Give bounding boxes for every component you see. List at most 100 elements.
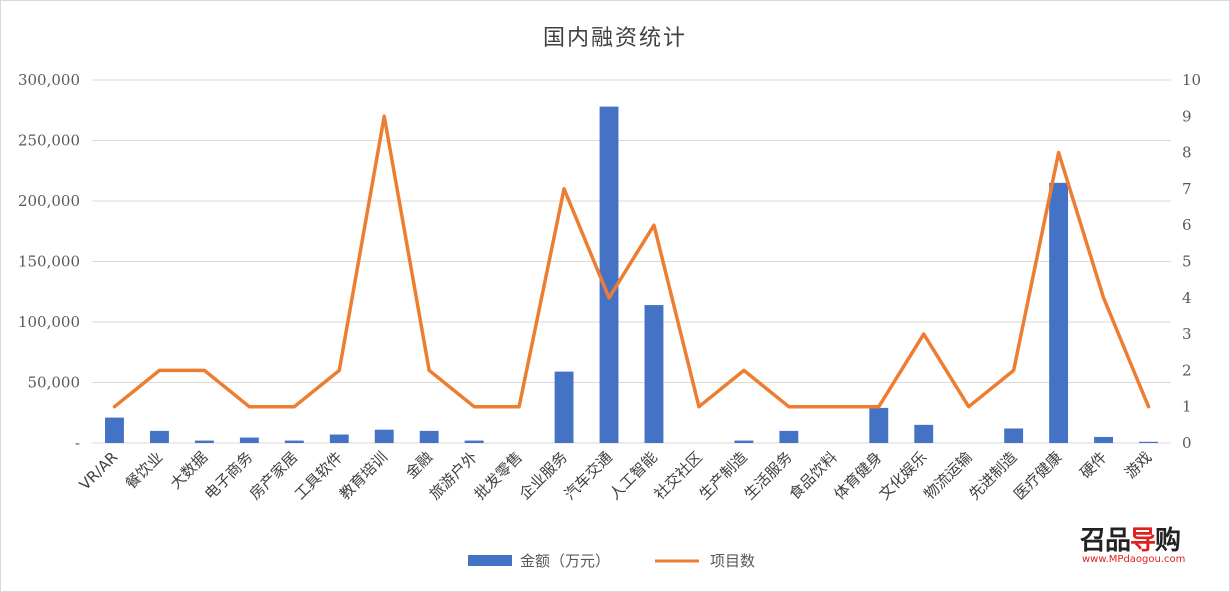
y-left-tick-label: 250,000: [18, 132, 80, 150]
legend-label-count: 项目数: [710, 552, 755, 570]
bar: [644, 305, 664, 443]
line-point: [382, 114, 386, 118]
line-point: [562, 187, 566, 191]
x-tick-label: VR/AR: [76, 448, 122, 494]
line-point: [112, 405, 116, 409]
line-path: [112, 114, 1151, 409]
y-left-tick-label: -: [75, 434, 80, 452]
y-left-tick-label: 150,000: [18, 253, 80, 271]
y-right-tick-label: 2: [1182, 361, 1192, 379]
line-point: [427, 368, 431, 372]
x-tick-label: 餐饮业: [122, 448, 167, 493]
watermark-url: www.MPdaogou.com: [1082, 554, 1186, 565]
x-tick-label: 旅游户外: [426, 448, 481, 503]
x-tick-label: 人工智能: [606, 448, 661, 503]
y-axis-left: - 50,000 100,000 150,000 200,000 250,000 300,0…: [18, 71, 80, 452]
y-left-tick-label: 300,000: [18, 71, 80, 89]
line-point: [1012, 368, 1016, 372]
watermark-brand: 召品导购: [1080, 526, 1181, 556]
bar: [914, 424, 934, 443]
bar: [554, 371, 574, 443]
x-tick-label: 游戏: [1121, 448, 1155, 482]
y-right-tick-label: 3: [1182, 325, 1192, 343]
watermark-logo: 召品导购 www.MPdaogou.com: [1080, 520, 1210, 572]
chart-title: 国内融资统计: [543, 26, 687, 51]
y-right-tick-label: 5: [1182, 253, 1192, 271]
line-point: [202, 368, 206, 372]
bar: [779, 430, 799, 443]
bar: [284, 440, 304, 443]
bar-series: [105, 106, 1158, 444]
line-point: [247, 405, 251, 409]
line-point: [1147, 405, 1151, 409]
x-tick-label: 企业服务: [516, 448, 571, 503]
line-point: [832, 405, 836, 409]
bar: [734, 440, 754, 443]
legend-swatch-bar: [468, 555, 512, 566]
y-right-tick-label: 6: [1182, 216, 1192, 234]
x-tick-label: 汽车交通: [561, 448, 616, 503]
line-point: [697, 405, 701, 409]
y-right-tick-label: 8: [1182, 144, 1192, 162]
bar: [239, 437, 259, 443]
line-point: [967, 405, 971, 409]
y-right-tick-label: 9: [1182, 107, 1192, 125]
y-right-tick-label: 4: [1182, 289, 1192, 307]
line-point: [1102, 296, 1106, 300]
y-left-tick-label: 100,000: [18, 313, 80, 331]
line-point: [157, 368, 161, 372]
bar: [105, 417, 124, 443]
legend-label-amount: 金额（万元）: [520, 552, 610, 570]
y-right-tick-label: 10: [1182, 71, 1201, 89]
line-point: [1057, 151, 1061, 155]
bar: [329, 434, 349, 443]
line-point: [292, 405, 296, 409]
x-tick-label: 生产制造: [696, 448, 751, 503]
line-point: [877, 405, 881, 409]
x-tick-label: 教育培训: [336, 448, 391, 503]
bar: [194, 440, 214, 443]
line-point: [742, 368, 746, 372]
y-left-tick-label: 200,000: [18, 192, 80, 210]
x-tick-label: 文化娱乐: [875, 448, 930, 503]
bar: [1004, 428, 1024, 443]
bar: [1049, 182, 1069, 443]
x-tick-label: 金融: [402, 448, 436, 482]
y-right-tick-label: 7: [1182, 180, 1192, 198]
x-tick-label: 医疗健康: [1010, 448, 1065, 503]
x-tick-label: 硬件: [1076, 448, 1110, 482]
x-tick-label: 电子商务: [201, 448, 256, 503]
y-left-tick-label: 50,000: [28, 374, 81, 392]
line-point: [652, 223, 656, 227]
line-point: [922, 332, 926, 336]
x-tick-label: 工具软件: [291, 448, 346, 503]
x-tick-label: 批发零售: [471, 448, 526, 503]
x-tick-label: 房产家居: [246, 448, 301, 503]
x-tick-label: 体育健身: [830, 448, 885, 503]
y-right-tick-label: 1: [1182, 398, 1192, 416]
line-point: [787, 405, 791, 409]
bar: [1139, 441, 1158, 443]
x-tick-label: 食品饮料: [785, 448, 840, 503]
bar: [419, 430, 439, 443]
bar: [869, 407, 889, 443]
line-point: [337, 368, 341, 372]
x-tick-label: 生活服务: [741, 448, 796, 503]
bar: [599, 106, 619, 444]
x-tick-label: 物流运输: [920, 448, 975, 503]
bar: [1094, 436, 1114, 443]
legend: 金额（万元） 项目数: [468, 552, 755, 570]
line-point: [517, 405, 521, 409]
bar: [464, 440, 484, 443]
y-right-tick-label: 0: [1182, 434, 1192, 452]
x-tick-label: 社交社区: [651, 448, 706, 503]
y-axis-right: 0 1 2 3 4 5 6 7 8 9 10: [1182, 71, 1201, 452]
line-point: [607, 296, 611, 300]
bar: [374, 429, 394, 443]
bar: [149, 430, 169, 443]
line-series: [112, 114, 1151, 409]
gridlines: [92, 79, 1171, 444]
line-point: [472, 405, 476, 409]
